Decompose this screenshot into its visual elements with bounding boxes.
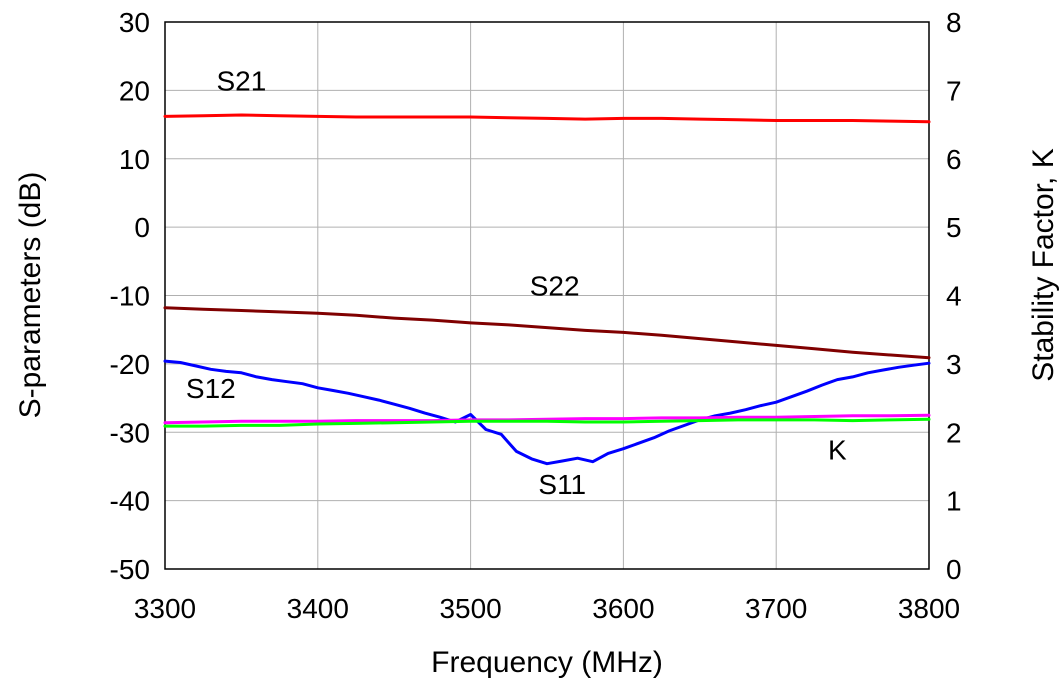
series-label-s12: S12 bbox=[186, 373, 236, 404]
y-tick-label: -40 bbox=[110, 486, 150, 517]
y-tick-label: -10 bbox=[110, 281, 150, 312]
series-line-s22 bbox=[163, 306, 931, 360]
series-line-s21 bbox=[163, 113, 931, 124]
series-layer bbox=[163, 113, 931, 466]
y-tick-label: 30 bbox=[119, 7, 150, 38]
y2-axis-title: Stability Factor, K bbox=[1027, 148, 1060, 381]
series-label-s21: S21 bbox=[216, 65, 266, 96]
y2-tick-label: 1 bbox=[946, 486, 962, 517]
series-line-s12 bbox=[163, 413, 931, 425]
y2-tick-label: 8 bbox=[946, 7, 962, 38]
plot-frame bbox=[164, 21, 930, 570]
x-tick-label: 3600 bbox=[592, 593, 654, 624]
series-label-k: K bbox=[828, 435, 847, 466]
series-label-s22: S22 bbox=[530, 271, 580, 302]
x-axis-title: Frequency (MHz) bbox=[431, 646, 663, 679]
y-tick-label: -50 bbox=[110, 554, 150, 585]
y-tick-label: 0 bbox=[134, 212, 150, 243]
y2-tick-label: 7 bbox=[946, 75, 962, 106]
x-tick-label: 3700 bbox=[745, 593, 807, 624]
y-tick-label: -30 bbox=[110, 417, 150, 448]
y2-tick-label: 5 bbox=[946, 212, 962, 243]
series-line-s11 bbox=[163, 359, 931, 466]
y-tick-labels: 30 20 10 0 -10 -20 -30 -40 -50 bbox=[110, 7, 150, 585]
y-tick-label: -20 bbox=[110, 349, 150, 380]
x-tick-label: 3800 bbox=[898, 593, 960, 624]
y2-tick-labels: 8 7 6 5 4 3 2 1 0 bbox=[946, 7, 962, 585]
x-tick-labels: 3300 3400 3500 3600 3700 3800 bbox=[134, 593, 960, 624]
y2-tick-label: 3 bbox=[946, 349, 962, 380]
x-tick-label: 3500 bbox=[439, 593, 501, 624]
y2-tick-label: 4 bbox=[946, 281, 962, 312]
y2-tick-label: 0 bbox=[946, 554, 962, 585]
series-annotations: S21 S22 S12 S11 K bbox=[186, 65, 847, 499]
series-line-k bbox=[163, 417, 931, 428]
y-tick-label: 20 bbox=[119, 75, 150, 106]
y-axis-title: S-parameters (dB) bbox=[14, 172, 47, 419]
x-tick-label: 3300 bbox=[134, 593, 196, 624]
series-label-s11: S11 bbox=[538, 469, 586, 500]
y2-tick-label: 2 bbox=[946, 417, 962, 448]
x-tick-label: 3400 bbox=[287, 593, 349, 624]
y-tick-label: 10 bbox=[119, 144, 150, 175]
y2-tick-label: 6 bbox=[946, 144, 962, 175]
